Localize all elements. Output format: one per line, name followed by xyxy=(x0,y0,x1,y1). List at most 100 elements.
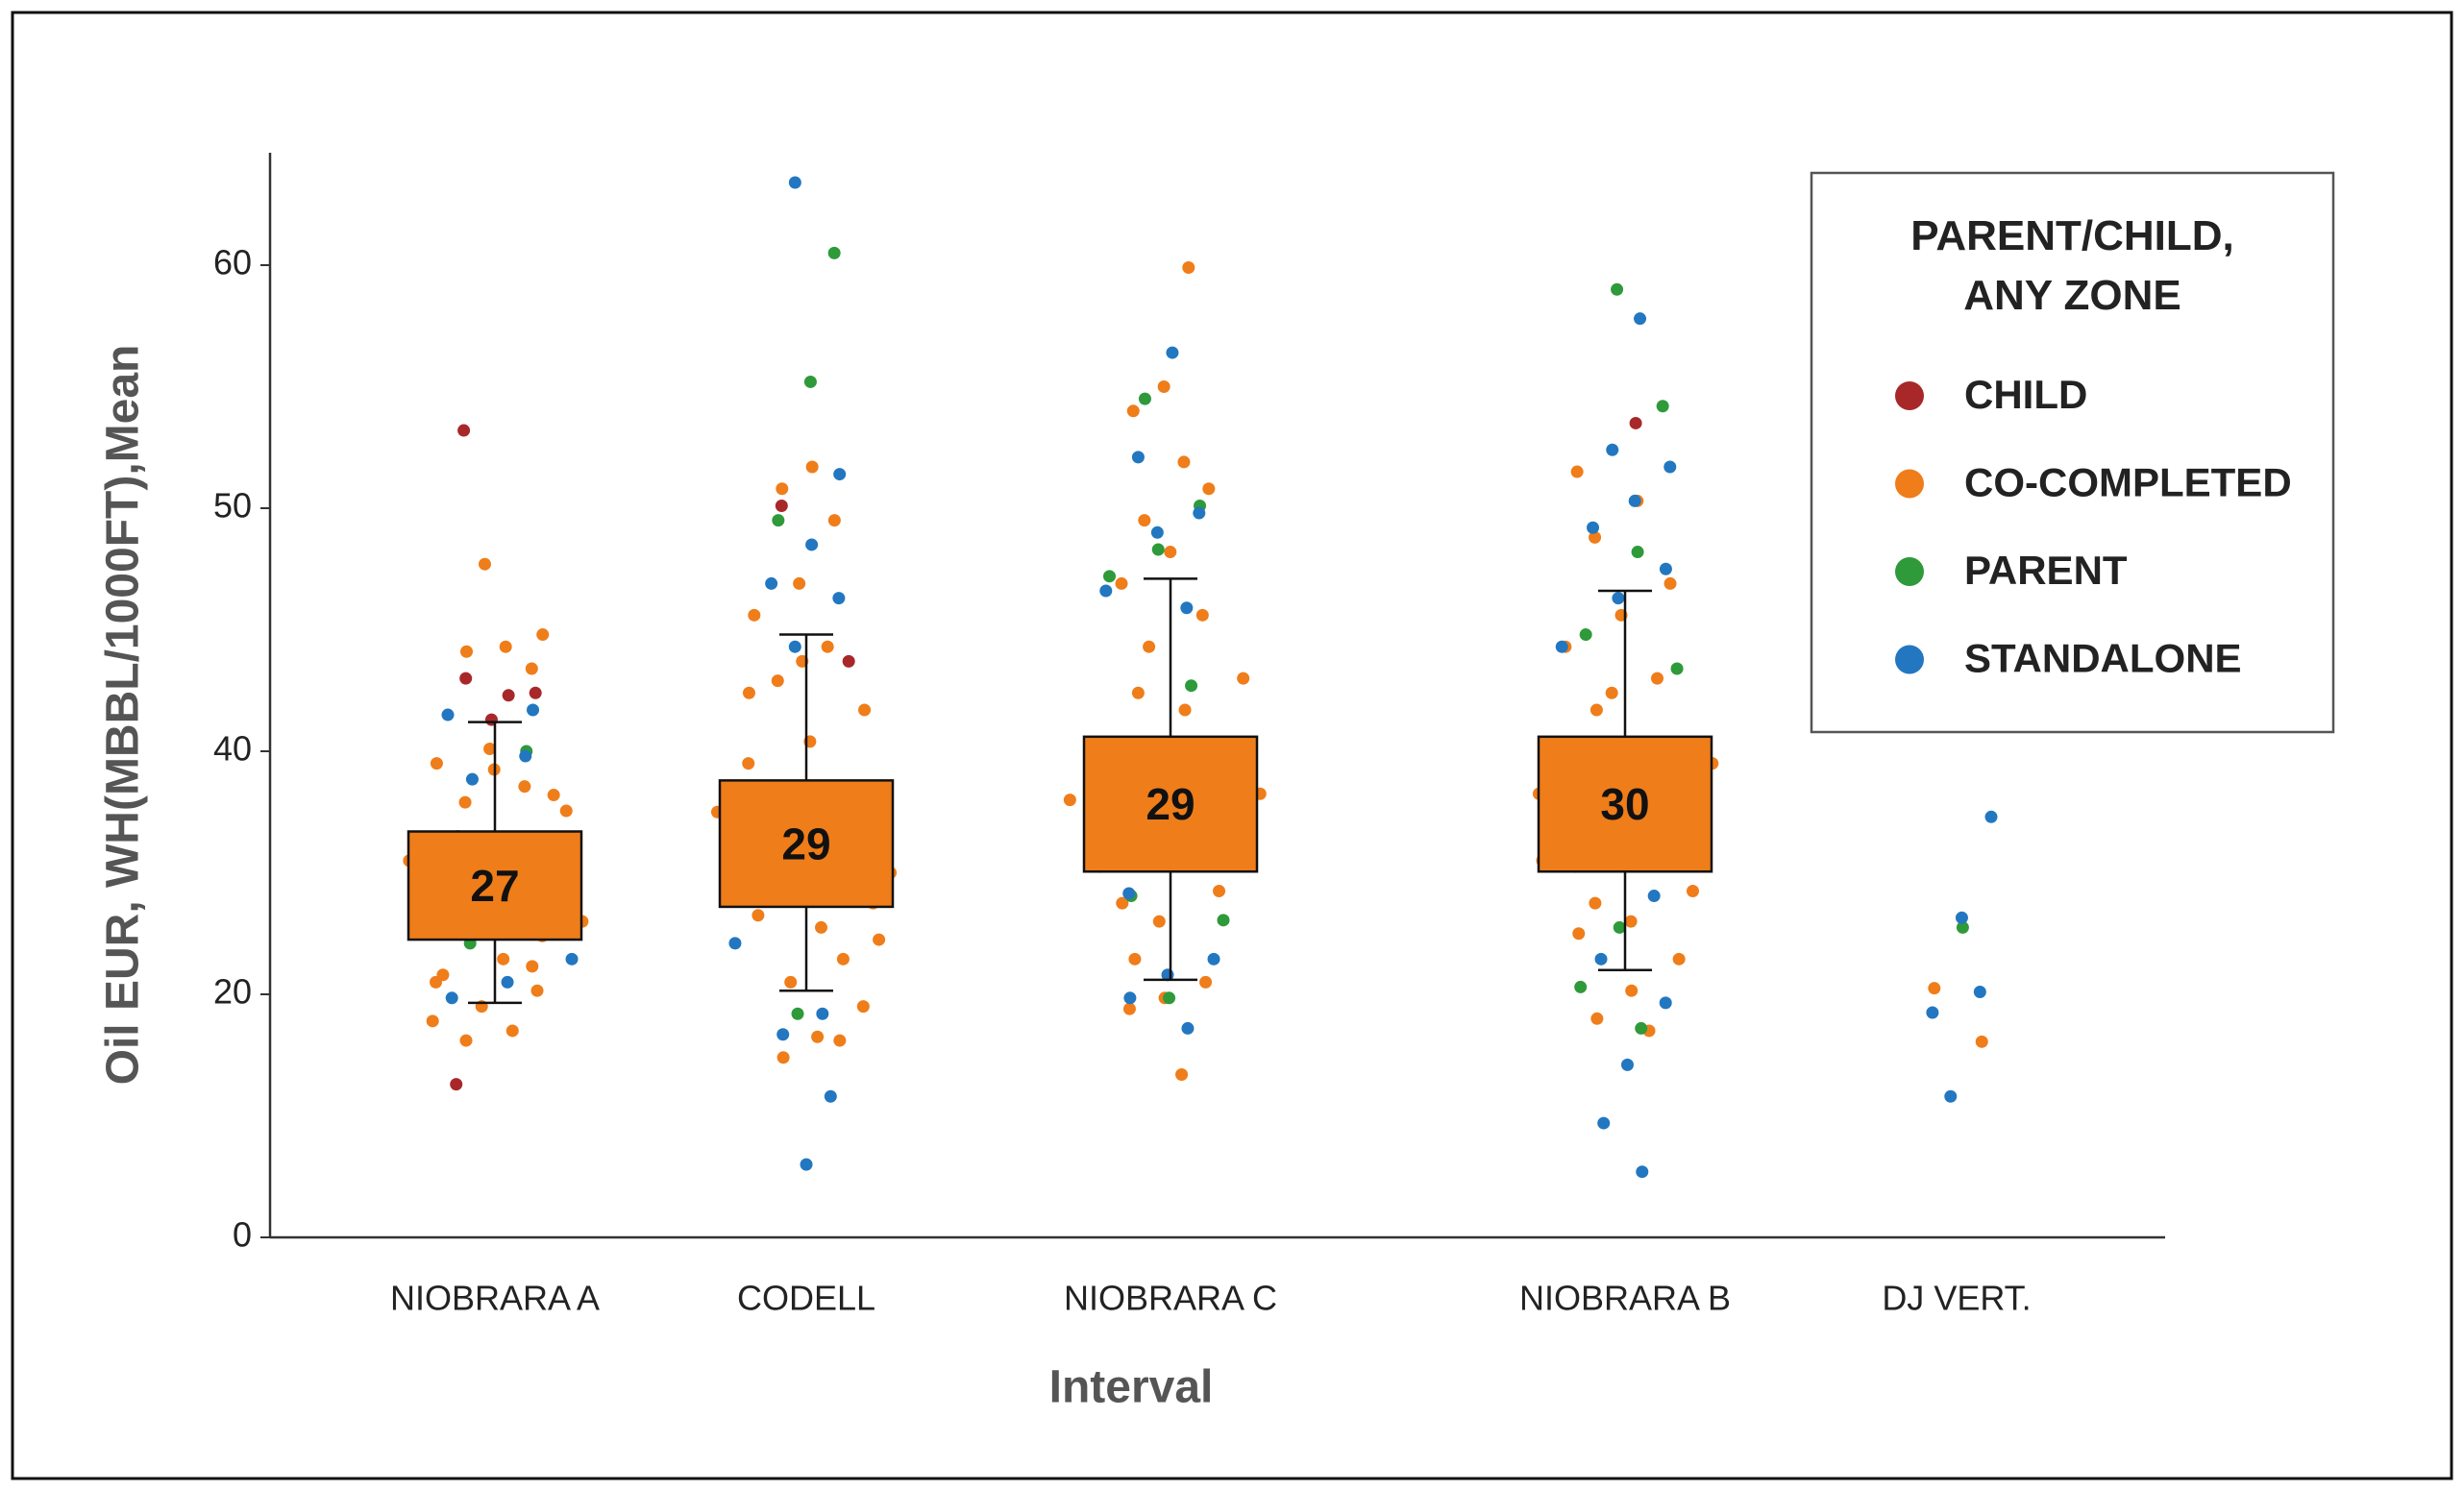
point xyxy=(1594,952,1608,965)
point xyxy=(784,975,798,989)
point xyxy=(1955,911,1968,924)
point xyxy=(772,514,785,527)
point xyxy=(1151,543,1165,556)
point xyxy=(465,772,479,786)
point xyxy=(519,749,532,763)
point xyxy=(1202,482,1216,496)
point xyxy=(1647,890,1661,903)
point xyxy=(821,640,834,653)
point xyxy=(805,460,819,474)
point xyxy=(1656,400,1669,413)
point xyxy=(1115,576,1128,590)
point xyxy=(501,975,514,989)
box xyxy=(718,779,895,909)
point xyxy=(536,628,550,642)
point xyxy=(1122,1002,1136,1015)
point xyxy=(1572,927,1586,941)
mean-label: 29 xyxy=(781,819,830,868)
x-tick-label: NIOBRARA C xyxy=(1064,1279,1277,1318)
point xyxy=(1975,1035,1988,1048)
point xyxy=(1973,985,1986,998)
point xyxy=(1956,920,1969,934)
point xyxy=(499,640,512,653)
point xyxy=(1928,982,1941,995)
point xyxy=(1651,672,1664,685)
mean-label: 30 xyxy=(1600,779,1649,829)
point xyxy=(776,482,789,496)
point xyxy=(1634,312,1647,326)
point xyxy=(1103,570,1117,583)
point xyxy=(1177,455,1191,469)
mean-label: 29 xyxy=(1146,779,1195,829)
point xyxy=(497,952,510,965)
legend-marker xyxy=(1895,381,1924,410)
y-tick-label: 0 xyxy=(233,1215,252,1255)
point xyxy=(827,246,841,259)
point xyxy=(1590,1012,1604,1025)
point xyxy=(1663,460,1677,474)
point xyxy=(816,1007,829,1020)
y-tick-label: 40 xyxy=(213,729,252,769)
point xyxy=(1180,601,1194,615)
point xyxy=(1128,952,1142,965)
frame xyxy=(11,11,2453,1480)
point xyxy=(752,909,765,922)
point xyxy=(1555,640,1568,653)
point xyxy=(565,952,579,965)
legend-item: STANDALONE xyxy=(1964,636,2242,681)
point xyxy=(824,1089,837,1103)
point xyxy=(559,804,573,818)
point xyxy=(1625,984,1639,997)
point xyxy=(1589,530,1602,544)
point xyxy=(814,920,827,934)
point xyxy=(1185,679,1198,693)
point xyxy=(1217,914,1230,927)
point xyxy=(1181,1021,1195,1035)
box xyxy=(1082,735,1259,873)
point xyxy=(788,176,801,189)
point xyxy=(1199,975,1213,989)
point xyxy=(1606,443,1619,456)
point xyxy=(1589,896,1602,910)
point xyxy=(1605,686,1618,699)
legend-title-text: PARENT/CHILD, ANY ZONE xyxy=(1910,212,2234,319)
point xyxy=(1163,991,1176,1005)
point xyxy=(1150,526,1164,539)
point xyxy=(1164,546,1177,559)
point xyxy=(1629,416,1642,429)
legend-item: CO-COMPLETED xyxy=(1964,460,2292,505)
point xyxy=(1611,282,1624,296)
point xyxy=(771,674,784,688)
point xyxy=(1587,521,1600,534)
point xyxy=(1631,546,1644,559)
y-tick-label: 50 xyxy=(213,486,252,526)
x-tick-label: NIOBRARA A xyxy=(390,1279,600,1318)
x-axis-title: Interval xyxy=(1049,1362,1214,1413)
point xyxy=(800,1158,813,1171)
legend-item: CHILD xyxy=(1964,372,2087,417)
point xyxy=(775,499,788,512)
point xyxy=(1624,915,1638,928)
box xyxy=(407,830,583,941)
point xyxy=(858,703,872,717)
point xyxy=(1182,261,1195,275)
point xyxy=(527,703,540,717)
point xyxy=(483,742,497,755)
point xyxy=(833,468,847,481)
point xyxy=(1926,1006,1939,1019)
y-tick-label: 60 xyxy=(213,243,252,282)
point xyxy=(1138,392,1151,405)
point xyxy=(827,514,841,527)
point xyxy=(1670,662,1684,675)
point xyxy=(1589,703,1603,717)
point xyxy=(1152,915,1166,928)
point xyxy=(776,1051,790,1064)
point xyxy=(836,952,850,965)
point xyxy=(1659,562,1672,575)
point xyxy=(1131,686,1145,699)
legend-marker xyxy=(1895,557,1924,586)
point xyxy=(842,654,855,668)
point xyxy=(805,538,819,551)
point xyxy=(1620,1058,1634,1071)
